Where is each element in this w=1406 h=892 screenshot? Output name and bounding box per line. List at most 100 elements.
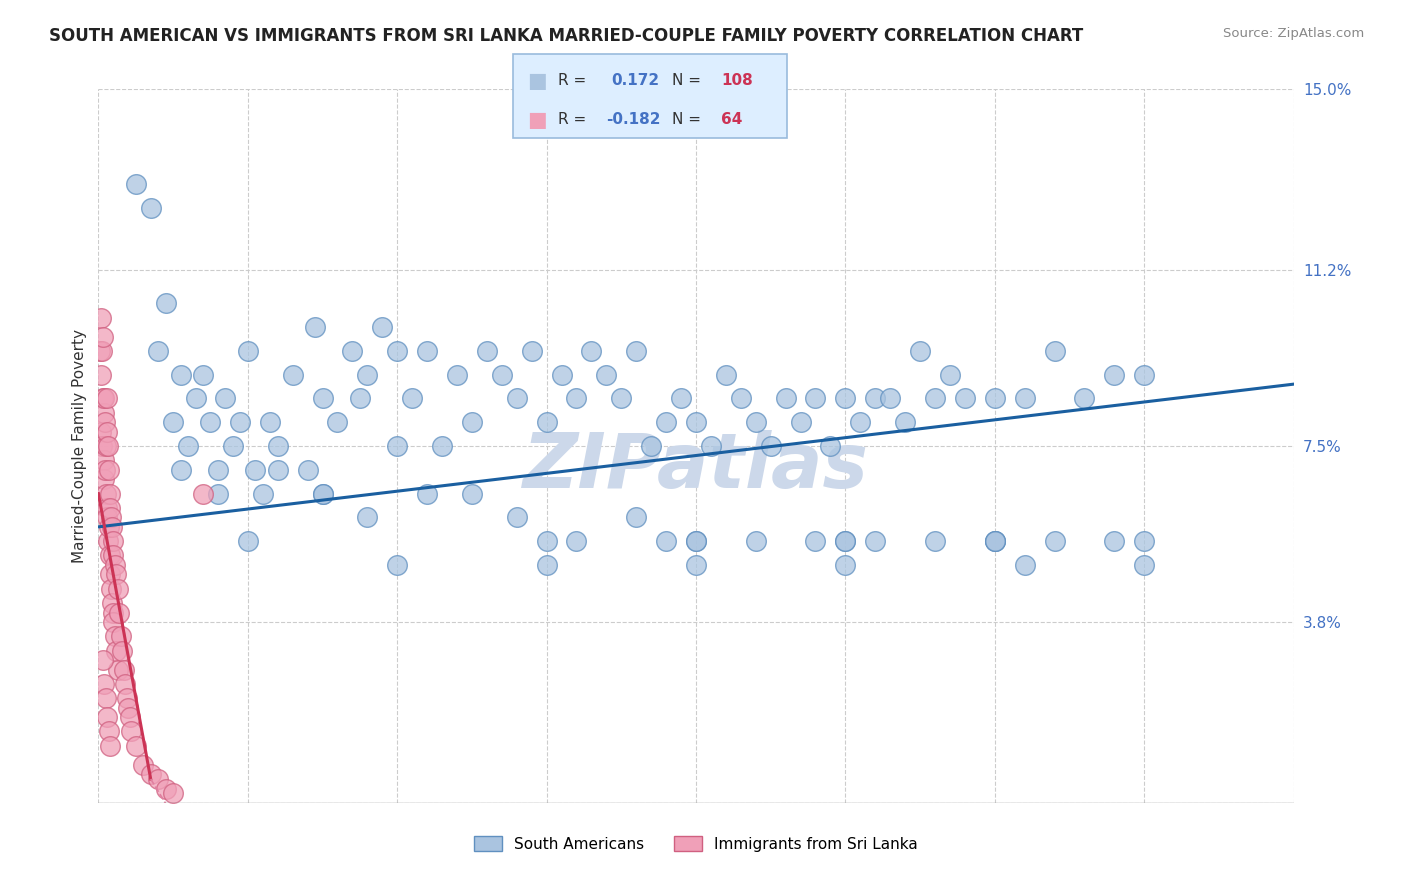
Point: [1043, 534, 1066, 549]
Text: SOUTH AMERICAN VS IMMIGRANTS FROM SRI LANKA MARRIED-COUPLE FAMILY POVERTY CORREL: SOUTH AMERICAN VS IMMIGRANTS FROM SRI LA…: [49, 27, 1084, 45]
Point: [94, 691, 117, 706]
Point: [849, 415, 872, 429]
Point: [100, 582, 122, 596]
Point: [97, 724, 120, 739]
Point: [789, 415, 811, 429]
Point: [91, 439, 114, 453]
Point: [148, 343, 170, 358]
Point: [125, 178, 148, 192]
Point: [894, 415, 917, 429]
Point: [259, 415, 281, 429]
Point: [139, 201, 162, 215]
Point: [229, 415, 252, 429]
Point: [385, 558, 409, 572]
Text: ■: ■: [527, 110, 547, 129]
Point: [385, 343, 409, 358]
Point: [953, 392, 976, 406]
Point: [98, 549, 121, 563]
Point: [101, 596, 124, 610]
Point: [879, 392, 901, 406]
Point: [90, 310, 112, 325]
Point: [96, 392, 118, 406]
Point: [550, 368, 572, 382]
Point: [155, 781, 177, 796]
Point: [96, 710, 118, 724]
Point: [326, 415, 349, 429]
Point: [834, 558, 856, 572]
Point: [222, 439, 245, 453]
Text: 64: 64: [721, 112, 742, 128]
Point: [356, 368, 378, 382]
Point: [924, 534, 946, 549]
Point: [91, 653, 114, 667]
Point: [491, 368, 513, 382]
Point: [93, 453, 115, 467]
Point: [207, 463, 229, 477]
Point: [184, 392, 207, 406]
Point: [865, 534, 887, 549]
Y-axis label: Married-Couple Family Poverty: Married-Couple Family Poverty: [72, 329, 87, 563]
Point: [110, 629, 132, 643]
Point: [101, 534, 124, 549]
Point: [297, 463, 319, 477]
Point: [446, 368, 468, 382]
Text: R =: R =: [558, 73, 592, 88]
Point: [120, 724, 142, 739]
Point: [939, 368, 962, 382]
Point: [416, 343, 439, 358]
Point: [908, 343, 931, 358]
Point: [984, 534, 1007, 549]
Point: [610, 392, 633, 406]
Point: [626, 343, 648, 358]
Point: [98, 486, 121, 500]
Point: [191, 368, 214, 382]
Point: [536, 415, 558, 429]
Point: [89, 343, 111, 358]
Point: [640, 439, 662, 453]
Point: [1073, 392, 1095, 406]
Point: [581, 343, 603, 358]
Point: [97, 534, 120, 549]
Point: [1133, 558, 1156, 572]
Point: [91, 392, 114, 406]
Point: [565, 392, 588, 406]
Point: [90, 425, 112, 439]
Point: [820, 439, 842, 453]
Point: [461, 415, 484, 429]
Point: [94, 463, 117, 477]
Point: [506, 392, 529, 406]
Point: [311, 486, 333, 500]
Text: N =: N =: [672, 73, 706, 88]
Point: [685, 534, 707, 549]
Point: [252, 486, 274, 500]
Point: [114, 677, 136, 691]
Point: [104, 629, 127, 643]
Point: [371, 320, 394, 334]
Point: [984, 392, 1007, 406]
Point: [834, 534, 856, 549]
Point: [655, 534, 678, 549]
Text: Source: ZipAtlas.com: Source: ZipAtlas.com: [1223, 27, 1364, 40]
Point: [112, 663, 135, 677]
Point: [759, 439, 782, 453]
Point: [117, 700, 139, 714]
Point: [267, 439, 290, 453]
Point: [685, 415, 707, 429]
Point: [94, 439, 117, 453]
Point: [804, 534, 827, 549]
Point: [1014, 558, 1036, 572]
Point: [626, 510, 648, 524]
Point: [1133, 534, 1156, 549]
Point: [214, 392, 236, 406]
Text: ■: ■: [527, 70, 547, 91]
Text: ZIPatlas: ZIPatlas: [523, 431, 869, 504]
Point: [191, 486, 214, 500]
Point: [267, 463, 290, 477]
Point: [91, 329, 114, 343]
Text: R =: R =: [558, 112, 592, 128]
Point: [311, 392, 333, 406]
Point: [97, 463, 120, 477]
Point: [1133, 368, 1156, 382]
Point: [804, 392, 827, 406]
Text: 0.172: 0.172: [612, 73, 659, 88]
